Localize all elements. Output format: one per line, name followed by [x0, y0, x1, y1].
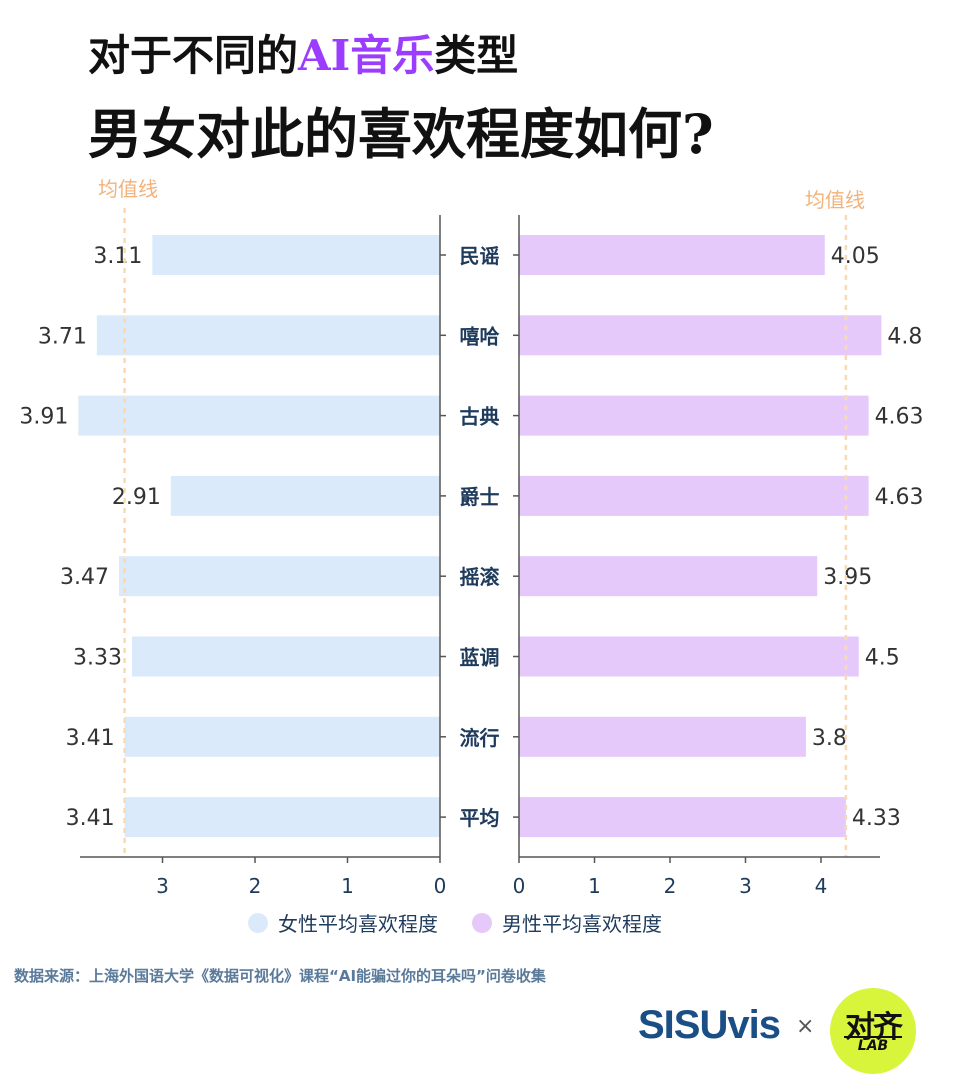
female-bar	[124, 797, 440, 838]
female-value-label: 3.41	[66, 726, 115, 751]
title-highlight: AI音乐	[298, 31, 435, 80]
female-value-label: 3.41	[66, 806, 115, 831]
legend-swatch-female	[248, 912, 268, 933]
category-label: 民谣	[460, 244, 500, 268]
female-value-label: 3.33	[73, 646, 122, 671]
male-bar	[519, 395, 869, 436]
legend-swatch-male	[472, 912, 492, 933]
female-bar	[152, 235, 440, 275]
female-bar	[131, 636, 440, 677]
category-label: 爵士	[460, 485, 500, 509]
legend-label-female: 女性平均喜欢程度	[278, 912, 438, 936]
lab-logo-divider	[844, 1036, 902, 1038]
category-label: 平均	[460, 806, 500, 830]
lab-logo-bottom-text: LAB	[857, 1038, 889, 1054]
female-bar	[124, 716, 440, 757]
female-bar	[96, 315, 440, 356]
male-value-label: 4.5	[865, 646, 900, 671]
category-label: 嘻哈	[460, 324, 500, 348]
female-value-label: 3.71	[38, 324, 87, 349]
title-part-a: 对于不同的	[88, 31, 299, 80]
male-x-tick-label: 2	[664, 874, 677, 898]
female-bar	[170, 475, 440, 516]
male-value-label: 4.63	[875, 485, 924, 510]
male-bar	[519, 475, 869, 516]
male-bar	[519, 716, 806, 757]
female-value-label: 3.91	[19, 405, 68, 430]
sisuvis-logo: SISUvis	[638, 1003, 781, 1047]
category-label: 古典	[460, 405, 500, 429]
data-source-note: 数据来源：上海外国语大学《数据可视化》课程“AI能骗过你的耳朵吗”问卷收集	[14, 967, 546, 985]
female-x-tick-label: 1	[341, 874, 354, 898]
category-label: 蓝调	[460, 646, 500, 670]
male-bar	[519, 315, 882, 356]
male-x-tick-label: 4	[815, 874, 828, 898]
lab-logo-badge: 对齐 LAB	[830, 988, 916, 1074]
male-bar	[519, 636, 859, 677]
legend-item-male: 男性平均喜欢程度	[472, 908, 662, 937]
female-x-tick-label: 3	[156, 874, 169, 898]
chart-title-line2: 男女对此的喜欢程度如何?	[88, 102, 714, 166]
female-bar	[119, 556, 441, 597]
female-value-label: 2.91	[112, 485, 161, 510]
category-label: 流行	[460, 726, 500, 750]
male-bar	[519, 235, 825, 275]
male-bar	[519, 797, 846, 838]
male-value-label: 4.8	[887, 324, 922, 349]
male-value-label: 4.05	[831, 244, 880, 269]
female-average-label: 均值线	[98, 177, 158, 201]
male-bar	[519, 556, 818, 597]
female-bar	[78, 395, 440, 436]
female-x-tick-label: 0	[434, 874, 447, 898]
chart-title-line1: 对于不同的AI音乐类型	[88, 22, 518, 83]
female-value-label: 3.47	[60, 565, 109, 590]
title-part-b: 类型	[434, 31, 519, 80]
male-x-tick-label: 0	[513, 874, 526, 898]
male-average-label: 均值线	[805, 188, 865, 212]
male-value-label: 3.8	[812, 726, 847, 751]
butterfly-bar-chart: 3.11 4.05 民谣 3.71 4.8 嘻哈 3.91 4.63 古典 2.91 4.63 爵士 3…	[19, 177, 924, 898]
legend-item-female: 女性平均喜欢程度	[248, 908, 438, 937]
collab-times-sign: ×	[796, 1014, 815, 1039]
lab-logo-top-text: 对齐	[845, 1010, 903, 1045]
male-value-label: 4.33	[852, 806, 901, 831]
legend-label-male: 男性平均喜欢程度	[502, 912, 662, 936]
female-value-label: 3.11	[93, 244, 142, 269]
male-value-label: 4.63	[875, 405, 924, 430]
male-value-label: 3.95	[823, 565, 872, 590]
legend: 女性平均喜欢程度 男性平均喜欢程度	[248, 908, 662, 937]
female-x-tick-label: 2	[249, 874, 262, 898]
category-label: 摇滚	[460, 565, 501, 589]
male-x-tick-label: 1	[588, 874, 601, 898]
male-x-tick-label: 3	[739, 874, 752, 898]
